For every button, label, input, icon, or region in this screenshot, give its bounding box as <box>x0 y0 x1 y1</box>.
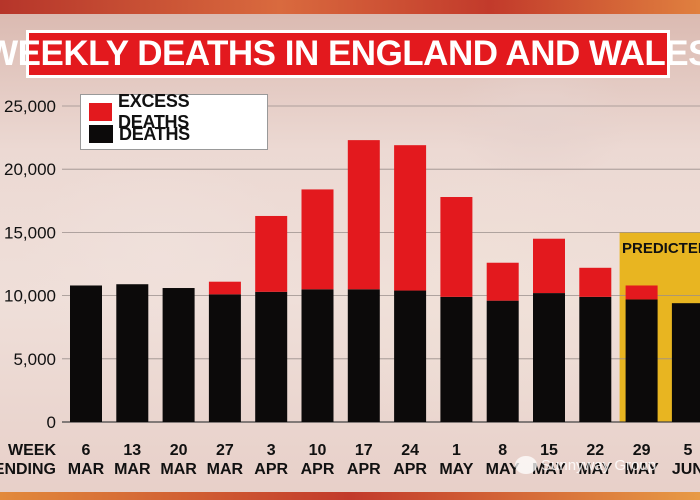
bar-excess <box>440 197 473 297</box>
bar-deaths <box>208 294 241 422</box>
bar-excess <box>255 215 288 292</box>
x-tick-label-day: 24 <box>401 442 419 459</box>
x-tick-label-day: 5 <box>683 442 692 459</box>
x-tick-label-month: MAY <box>532 461 566 478</box>
chart-title: WEEKLY DEATHS IN ENGLAND AND WALES <box>0 34 700 73</box>
bar-deaths <box>625 299 658 422</box>
x-tick-label-day: 8 <box>498 442 507 459</box>
bar-deaths <box>162 288 195 422</box>
watermark-text: Sunnyway Group <box>541 456 657 474</box>
bar-excess <box>347 140 380 290</box>
x-tick-label-month: MAY <box>486 461 520 478</box>
legend-item-excess: EXCESS DEATHS <box>89 91 259 132</box>
bar-excess <box>579 267 612 297</box>
background-top-strip <box>0 0 700 14</box>
y-tick-labels: 0 5,000 10,000 15,000 20,000 25,000 <box>4 97 56 432</box>
x-tick-label-month: APR <box>254 461 288 478</box>
x-tick-label-month: APR <box>347 461 381 478</box>
x-tick-label-day: 17 <box>355 442 373 459</box>
bar-deaths <box>440 296 473 422</box>
bar-deaths <box>70 285 102 422</box>
bar-excess <box>625 285 658 300</box>
x-tick-label-day: 1 <box>452 442 461 459</box>
x-tick-label-month: JUN <box>672 461 700 478</box>
bar-deaths <box>347 289 380 422</box>
legend-swatch-deaths <box>89 125 113 143</box>
x-tick-label-day: 29 <box>633 442 651 459</box>
legend-label-excess: EXCESS DEATHS <box>118 91 190 132</box>
bar-excess <box>486 262 519 301</box>
y-tick-label: 5,000 <box>13 350 56 369</box>
x-tick-label-month: MAR <box>68 461 105 478</box>
y-tick-label: 25,000 <box>4 97 56 116</box>
bar-deaths <box>255 291 288 422</box>
x-tick-label-month: MAR <box>114 461 151 478</box>
x-tick-label-month: MAR <box>160 461 197 478</box>
x-tick-label-month: MAY <box>578 461 612 478</box>
x-tick-label-month: APR <box>393 461 427 478</box>
bar-deaths <box>671 303 700 422</box>
y-tick-label: 15,000 <box>4 223 56 242</box>
x-tick-label-day: 22 <box>586 442 604 459</box>
x-axis-title: WEEK ENDING <box>0 442 56 478</box>
x-tick-label-month: MAY <box>439 461 473 478</box>
x-tick-label-day: 10 <box>309 442 327 459</box>
x-tick-label-month: MAR <box>207 461 244 478</box>
background-bottom-strip <box>0 492 700 500</box>
bar-deaths <box>301 289 334 422</box>
bar-deaths <box>579 296 612 422</box>
x-axis-title-line2: ENDING <box>0 461 56 478</box>
x-axis-title-line1: WEEK <box>8 442 56 459</box>
bar-excess <box>208 281 241 295</box>
x-tick-label-day: 13 <box>123 442 141 459</box>
bar-deaths <box>486 300 519 422</box>
x-tick-label-day: 20 <box>170 442 188 459</box>
x-tick-labels: 6 MAR 13 MAR 20 MAR 27 MAR 3 APR 10 APR 17 APR 24 APR 1 M… <box>68 442 700 478</box>
x-tick-label-day: 3 <box>267 442 276 459</box>
legend-item-deaths: DEATHS <box>89 123 259 145</box>
predicted-label: PREDICTED <box>622 240 700 257</box>
bar-deaths <box>116 284 149 422</box>
x-tick-label-day: 15 <box>540 442 558 459</box>
bar-deaths <box>533 293 565 422</box>
x-tick-label-day: 27 <box>216 442 234 459</box>
y-tick-label: 20,000 <box>4 160 56 179</box>
legend: EXCESS DEATHS DEATHS <box>80 91 268 150</box>
bars <box>70 140 700 422</box>
x-tick-label-month: MAY <box>625 461 659 478</box>
y-tick-label: 10,000 <box>4 287 56 306</box>
x-tick-label-day: 6 <box>82 442 91 459</box>
chart-title-banner: WEEKLY DEATHS IN ENGLAND AND WALES <box>0 30 700 78</box>
legend-label-deaths: DEATHS <box>119 123 190 144</box>
x-tick-label-month: APR <box>301 461 335 478</box>
y-tick-label: 0 <box>47 413 56 432</box>
watermark: Sunnyway Group <box>515 456 656 474</box>
bar-excess <box>394 145 427 291</box>
bar-deaths <box>394 290 427 422</box>
wechat-icon <box>515 456 537 474</box>
bar-excess <box>533 238 565 294</box>
bar-excess <box>301 189 334 290</box>
legend-swatch-excess <box>89 103 113 121</box>
